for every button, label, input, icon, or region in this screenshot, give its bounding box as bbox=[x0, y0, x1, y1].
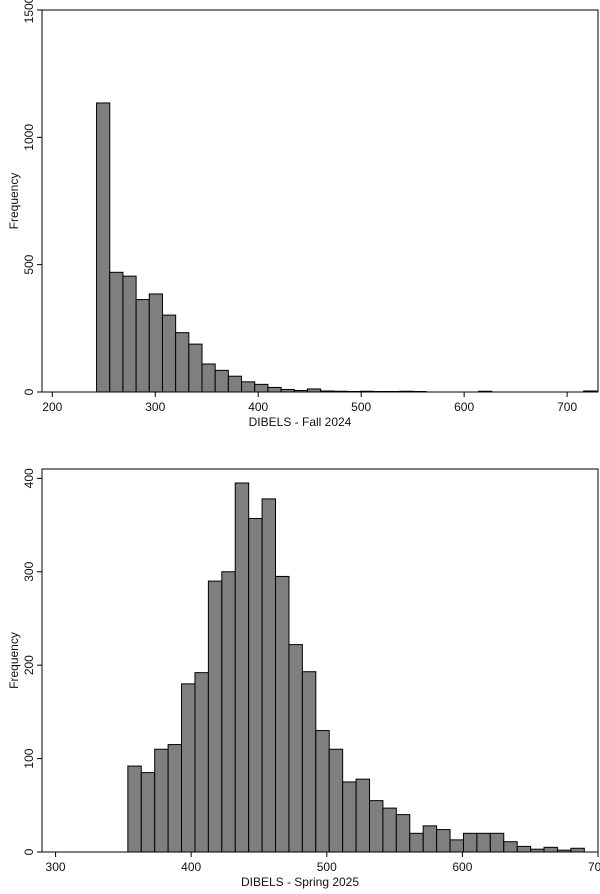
fall-x-tick-label-1: 300 bbox=[145, 400, 165, 414]
spring-bar-28 bbox=[503, 841, 518, 853]
spring-bar-18 bbox=[369, 800, 384, 853]
spring-bar-31 bbox=[543, 846, 558, 853]
spring-bar-6 bbox=[207, 580, 223, 853]
spring-bar-1 bbox=[140, 772, 156, 853]
fall-x-tick-label-3: 500 bbox=[351, 400, 371, 414]
spring-bar-23 bbox=[436, 829, 451, 853]
spring-bar-29 bbox=[516, 845, 532, 853]
spring-bar-5 bbox=[194, 672, 209, 853]
fall-x-tick-label-5: 700 bbox=[557, 400, 577, 414]
spring-bar-7 bbox=[221, 571, 236, 853]
spring-x-tick-label-3: 600 bbox=[452, 860, 472, 874]
spring-bar-4 bbox=[181, 683, 196, 853]
spring-bar-13 bbox=[301, 671, 317, 853]
fall-x-tick-label-2: 400 bbox=[248, 400, 268, 414]
fall-x-tick-label-4: 600 bbox=[454, 400, 474, 414]
spring-bar-8 bbox=[234, 482, 250, 853]
fall-bar-4 bbox=[148, 293, 163, 393]
spring-x-tick-label-0: 300 bbox=[46, 860, 66, 874]
fall-bar-13 bbox=[267, 386, 282, 393]
fall-x-axis-title: DIBELS - Fall 2024 bbox=[249, 415, 352, 429]
spring-y-tick-label-1: 100 bbox=[22, 748, 36, 768]
spring-bar-15 bbox=[328, 748, 344, 853]
spring-bar-25 bbox=[462, 832, 478, 853]
spring-bar-27 bbox=[489, 832, 505, 853]
fall-2024-histogram: 200 300 400 500 600 700 0 500 1000 1500 DIBELS - F… bbox=[7, 0, 599, 429]
fall-y-axis-title: Frequency bbox=[7, 173, 21, 230]
spring-bar-11 bbox=[275, 575, 290, 853]
fall-bar-6 bbox=[175, 332, 190, 393]
fall-y-tick-label-1: 500 bbox=[22, 254, 36, 274]
fall-bar-12 bbox=[254, 383, 269, 393]
fall-bar-3 bbox=[135, 299, 150, 393]
fall-bar-2 bbox=[122, 275, 137, 393]
spring-bar-2 bbox=[154, 748, 169, 853]
fall-bar-7 bbox=[188, 343, 203, 393]
fall-bar-1 bbox=[109, 271, 124, 393]
spring-bar-14 bbox=[315, 730, 330, 853]
spring-x-tick-label-1: 400 bbox=[181, 860, 201, 874]
spring-bar-9 bbox=[248, 518, 263, 853]
spring-bar-22 bbox=[422, 825, 438, 853]
spring-bar-3 bbox=[167, 744, 183, 853]
fall-x-tick-label-0: 200 bbox=[42, 400, 62, 414]
spring-x-tick-label-4: 700 bbox=[588, 860, 600, 874]
fall-bar-0 bbox=[96, 102, 111, 393]
spring-bar-16 bbox=[342, 781, 357, 853]
spring-bar-10 bbox=[261, 498, 277, 853]
spring-x-tick-label-2: 500 bbox=[317, 860, 337, 874]
spring-bar-12 bbox=[288, 644, 303, 853]
spring-bar-33 bbox=[570, 847, 585, 853]
spring-plot-frame bbox=[41, 468, 599, 853]
fall-bar-8 bbox=[201, 363, 216, 393]
fall-y-tick-label-0: 0 bbox=[22, 388, 36, 395]
spring-y-tick-label-2: 200 bbox=[22, 655, 36, 675]
spring-bar-17 bbox=[355, 778, 371, 853]
spring-bar-19 bbox=[382, 807, 397, 853]
fall-bar-11 bbox=[241, 381, 256, 393]
spring-bar-24 bbox=[449, 839, 464, 853]
fall-y-tick-label-2: 1000 bbox=[22, 124, 36, 151]
fall-plot-frame bbox=[41, 9, 599, 393]
spring-x-axis-title: DIBELS - Spring 2025 bbox=[241, 875, 359, 889]
fall-y-tick-label-3: 1500 bbox=[22, 0, 36, 23]
spring-bar-20 bbox=[395, 814, 411, 853]
spring-y-tick-label-0: 0 bbox=[22, 848, 36, 855]
spring-bar-0 bbox=[127, 765, 142, 853]
fall-bar-5 bbox=[161, 314, 177, 393]
spring-2025-histogram: 300 400 500 600 700 0 100 200 300 400 DIBELS - Spr… bbox=[7, 468, 600, 889]
spring-bar-21 bbox=[409, 832, 424, 853]
fall-bar-10 bbox=[227, 375, 243, 393]
spring-bar-26 bbox=[476, 832, 491, 853]
spring-y-axis-title: Frequency bbox=[7, 632, 21, 689]
spring-y-tick-label-4: 400 bbox=[22, 468, 36, 488]
spring-y-tick-label-3: 300 bbox=[22, 561, 36, 581]
fall-bar-9 bbox=[214, 369, 229, 393]
